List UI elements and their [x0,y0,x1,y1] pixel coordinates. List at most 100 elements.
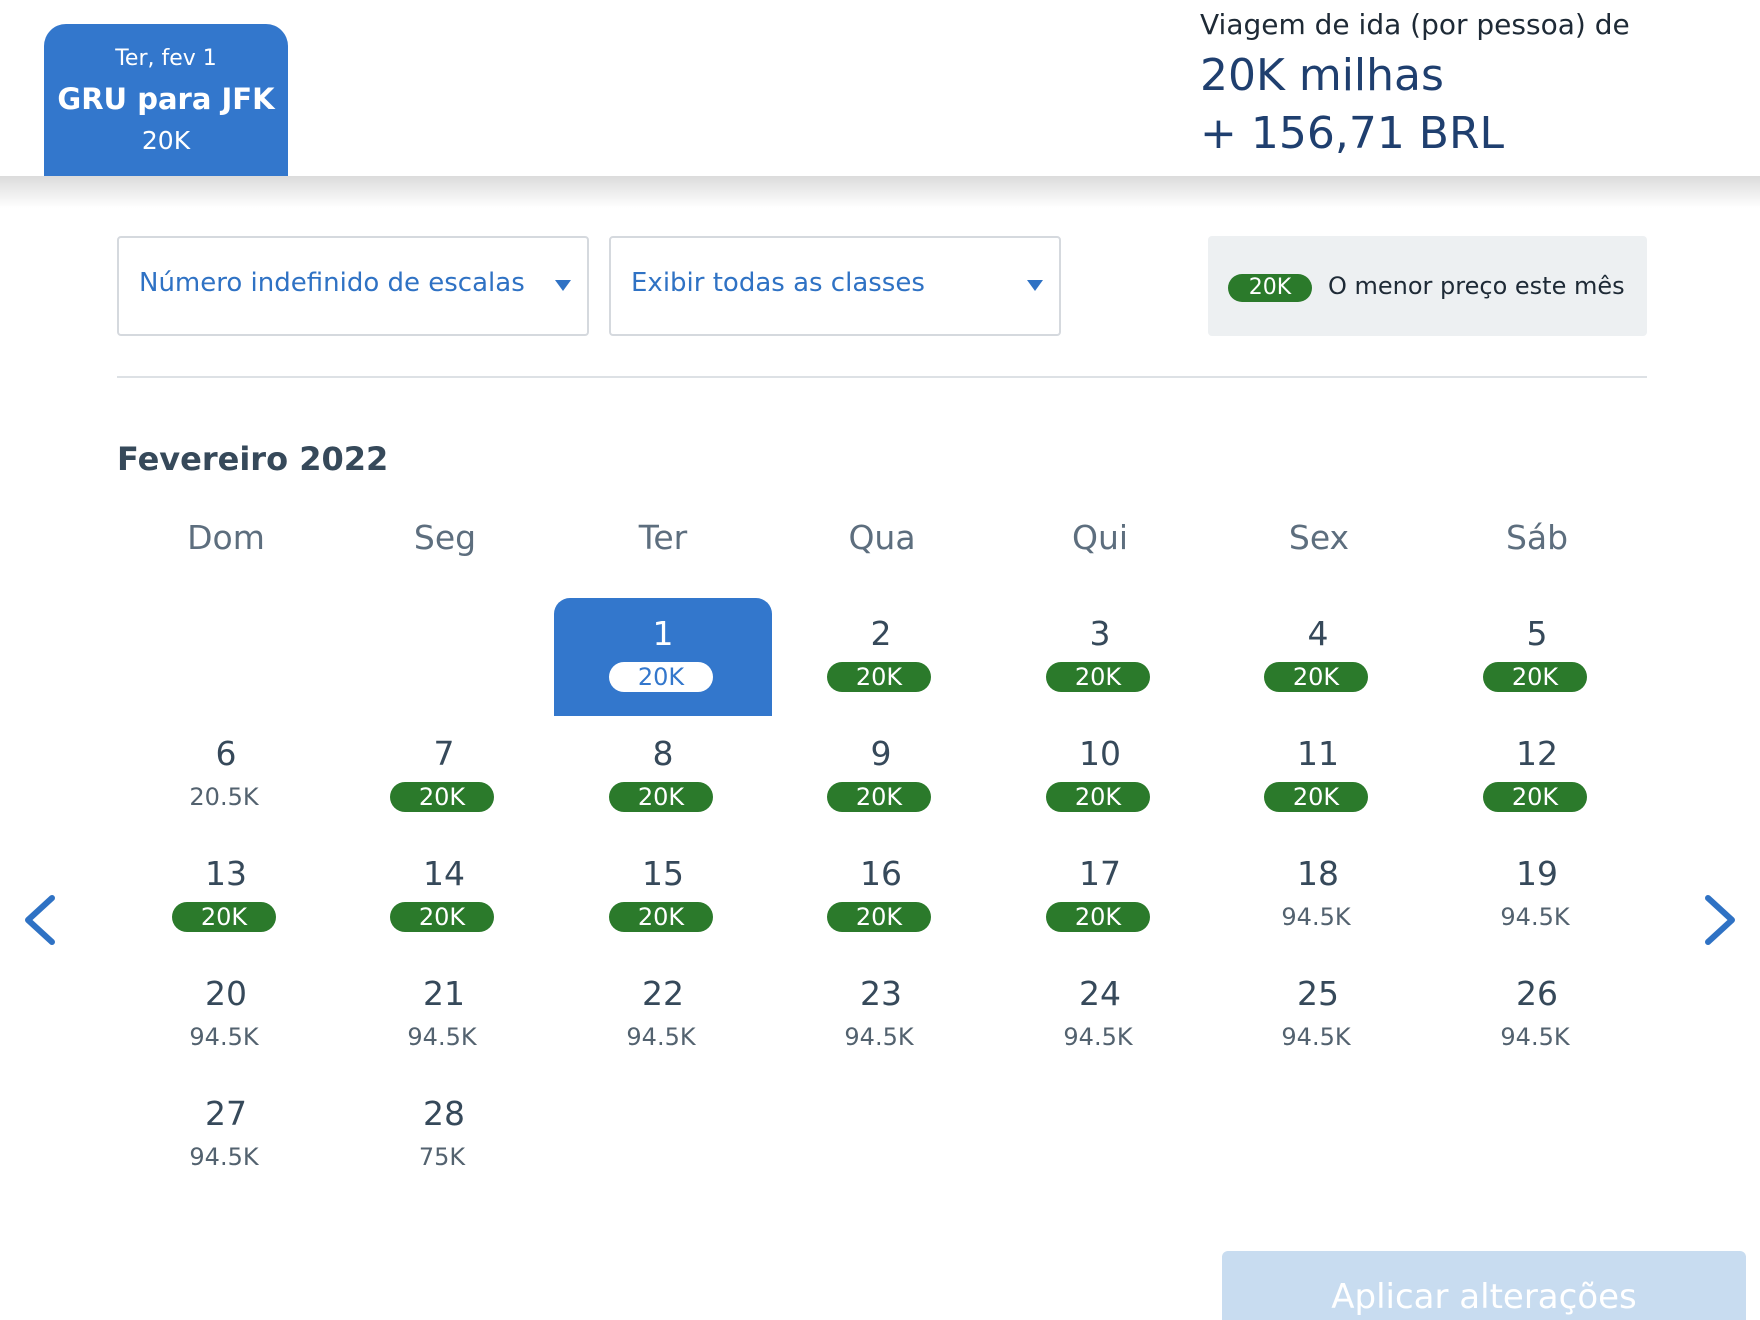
trip-miles: 20K milhas [1200,50,1444,101]
day-number: 1 [652,614,674,653]
day-number: 9 [870,734,892,773]
calendar-day-8[interactable]: 8 20K [554,718,772,836]
calendar-day-25[interactable]: 25 94.5K [1209,958,1427,1076]
weekday-label: Qui [1071,518,1129,557]
day-number: 16 [860,854,902,893]
day-number: 24 [1079,974,1121,1013]
lowest-price-pill: 20K [172,902,276,932]
day-number: 5 [1526,614,1548,653]
classes-dropdown-label: Exibir todas as classes [631,268,925,298]
weekday-label: Dom [187,518,265,557]
day-price: 94.5K [626,1023,696,1051]
calendar-day-20[interactable]: 20 94.5K [117,958,335,1076]
day-number: 23 [860,974,902,1013]
day-price: 94.5K [1281,903,1351,931]
lowest-price-legend: 20K O menor preço este mês [1208,236,1647,336]
calendar-day-28[interactable]: 28 75K [335,1078,553,1196]
day-price: 75K [418,1143,466,1171]
calendar-day-4[interactable]: 4 20K [1209,598,1427,716]
day-number: 10 [1079,734,1121,773]
day-number: 14 [423,854,465,893]
calendar-day-6[interactable]: 6 20.5K [117,718,335,836]
chevron-left-icon[interactable] [16,890,60,950]
day-price: 94.5K [1063,1023,1133,1051]
lowest-price-pill: 20K [609,662,713,692]
day-number: 20 [205,974,247,1013]
weekday-label: Ter [638,518,688,557]
legend-price-pill: 20K [1228,274,1312,302]
weekday-label: Seg [413,518,477,557]
chevron-right-icon[interactable] [1700,890,1744,950]
trip-header: Ter, fev 1 GRU para JFK 20K Viagem de id… [0,0,1760,176]
day-number: 19 [1516,854,1558,893]
calendar-day-5[interactable]: 5 20K [1428,598,1646,716]
day-number: 25 [1297,974,1339,1013]
calendar-day-16[interactable]: 16 20K [772,838,990,956]
weekday-label: Sáb [1505,518,1569,557]
calendar-day-17[interactable]: 17 20K [991,838,1209,956]
day-number: 27 [205,1094,247,1133]
day-number: 22 [642,974,684,1013]
day-price: 94.5K [189,1023,259,1051]
lowest-price-pill: 20K [1046,782,1150,812]
classes-dropdown[interactable]: Exibir todas as classes [609,236,1061,336]
day-price: 94.5K [407,1023,477,1051]
trip-brl: + 156,71 BRL [1200,108,1505,159]
day-number: 13 [205,854,247,893]
tab-date: Ter, fev 1 [115,46,217,71]
calendar-day-11[interactable]: 11 20K [1209,718,1427,836]
calendar-day-1[interactable]: 1 20K [554,598,772,716]
lowest-price-pill: 20K [1483,662,1587,692]
selected-date-tab[interactable]: Ter, fev 1 GRU para JFK 20K [44,24,288,176]
day-number: 8 [652,734,674,773]
day-price: 94.5K [1500,1023,1570,1051]
day-price: 94.5K [844,1023,914,1051]
calendar-day-26[interactable]: 26 94.5K [1428,958,1646,1076]
calendar-day-12[interactable]: 12 20K [1428,718,1646,836]
day-number: 11 [1297,734,1339,773]
day-number: 26 [1516,974,1558,1013]
stops-dropdown-label: Número indefinido de escalas [139,268,525,298]
lowest-price-pill: 20K [390,782,494,812]
day-number: 7 [433,734,455,773]
day-number: 18 [1297,854,1339,893]
calendar-day-7[interactable]: 7 20K [335,718,553,836]
month-title: Fevereiro 2022 [117,440,389,478]
calendar-day-9[interactable]: 9 20K [772,718,990,836]
day-number: 28 [423,1094,465,1133]
calendar-day-24[interactable]: 24 94.5K [991,958,1209,1076]
day-price: 20.5K [189,783,259,811]
calendar-day-3[interactable]: 3 20K [991,598,1209,716]
calendar-day-18[interactable]: 18 94.5K [1209,838,1427,956]
apply-changes-button[interactable]: Aplicar alterações [1222,1251,1746,1320]
divider [117,376,1647,378]
calendar-day-21[interactable]: 21 94.5K [335,958,553,1076]
lowest-price-pill: 20K [1046,662,1150,692]
calendar-day-15[interactable]: 15 20K [554,838,772,956]
day-price: 94.5K [189,1143,259,1171]
stops-dropdown[interactable]: Número indefinido de escalas [117,236,589,336]
weekday-label: Qua [848,518,916,557]
trip-label: Viagem de ida (por pessoa) de [1200,8,1630,41]
day-number: 2 [870,614,892,653]
lowest-price-pill: 20K [827,902,931,932]
day-number: 15 [642,854,684,893]
calendar-day-27[interactable]: 27 94.5K [117,1078,335,1196]
day-number: 21 [423,974,465,1013]
calendar-day-14[interactable]: 14 20K [335,838,553,956]
calendar-day-13[interactable]: 13 20K [117,838,335,956]
tab-price: 20K [141,126,191,155]
day-number: 17 [1079,854,1121,893]
calendar-day-10[interactable]: 10 20K [991,718,1209,836]
calendar-day-2[interactable]: 2 20K [772,598,990,716]
lowest-price-pill: 20K [827,782,931,812]
day-number: 12 [1516,734,1558,773]
day-number: 6 [215,734,237,773]
calendar-day-23[interactable]: 23 94.5K [772,958,990,1076]
day-price: 94.5K [1500,903,1570,931]
caret-down-icon [555,280,571,291]
calendar-day-22[interactable]: 22 94.5K [554,958,772,1076]
caret-down-icon [1027,280,1043,291]
calendar-day-19[interactable]: 19 94.5K [1428,838,1646,956]
day-price: 94.5K [1281,1023,1351,1051]
